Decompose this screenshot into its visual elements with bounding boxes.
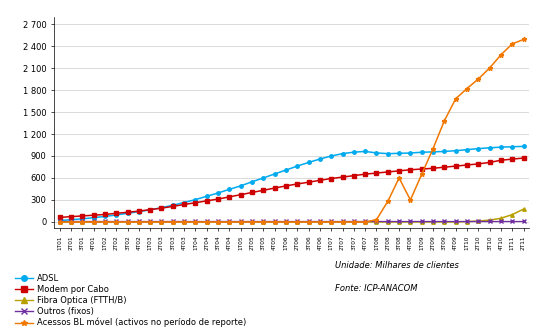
Text: Unidade: Milhares de clientes: Unidade: Milhares de clientes: [335, 261, 458, 270]
Text: Fonte: ICP-ANACOM: Fonte: ICP-ANACOM: [335, 284, 417, 293]
Legend: ADSL, Modem por Cabo, Fibra Optica (FTTH/B), Outros (fixos), Acessos BL móvel (a: ADSL, Modem por Cabo, Fibra Optica (FTTH…: [15, 274, 246, 328]
